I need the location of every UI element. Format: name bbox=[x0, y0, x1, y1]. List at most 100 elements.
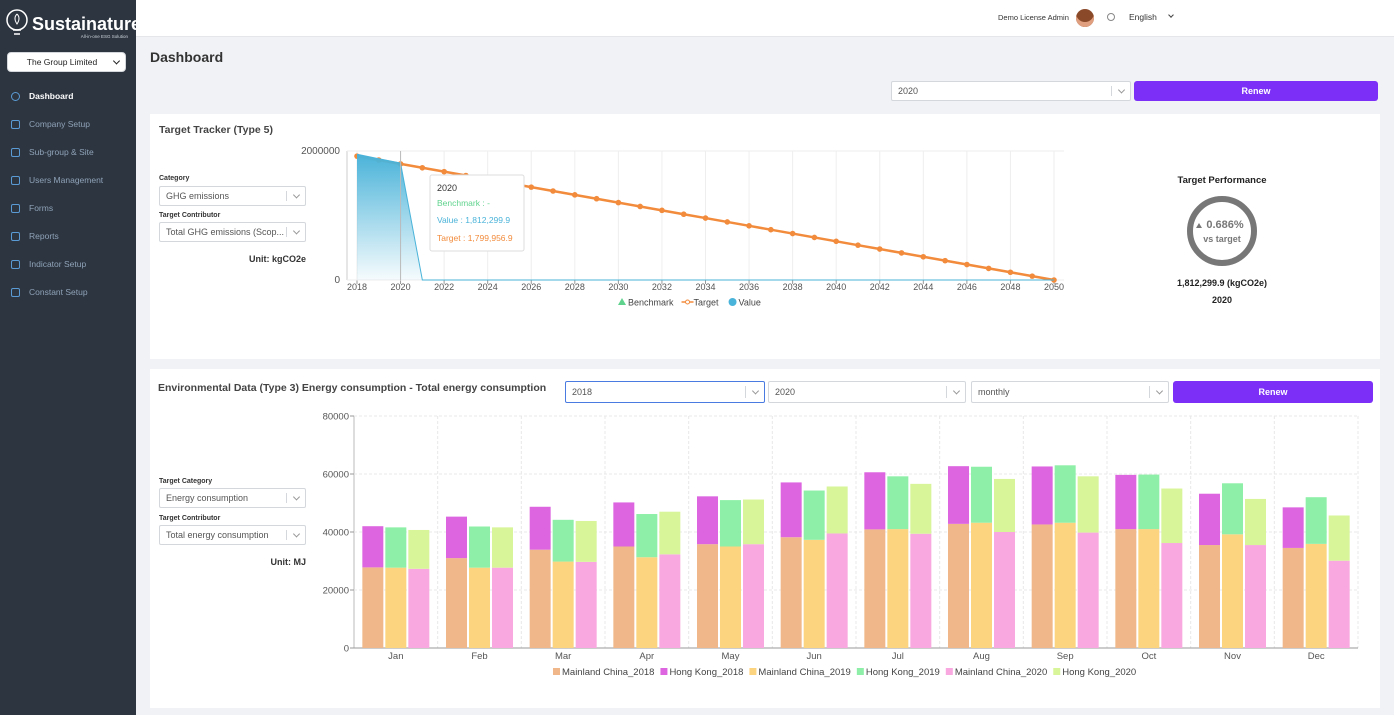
select-value: 2018 bbox=[572, 387, 593, 397]
bar-segment bbox=[1054, 465, 1076, 523]
x-tick-label: Nov bbox=[1224, 651, 1241, 662]
card-title: Environmental Data (Type 3) Energy consu… bbox=[158, 382, 547, 394]
x-tick-label: 2044 bbox=[913, 282, 933, 292]
avatar[interactable] bbox=[1076, 9, 1094, 27]
bar-segment bbox=[529, 506, 551, 550]
renew-button[interactable]: Renew bbox=[1134, 81, 1378, 101]
bar-segment bbox=[826, 486, 848, 534]
x-tick-label: Mar bbox=[555, 651, 571, 662]
bar-segment bbox=[1328, 515, 1350, 561]
bar-segment bbox=[971, 466, 992, 523]
select-value: Total GHG emissions (Scop... bbox=[166, 227, 285, 237]
y-tick-label: 0 bbox=[334, 275, 340, 286]
bar-segment bbox=[1282, 547, 1304, 648]
contributor-select[interactable]: Total energy consumption bbox=[159, 525, 306, 545]
point bbox=[724, 219, 731, 225]
interval-select[interactable]: monthly bbox=[971, 381, 1169, 403]
legend-label: Hong Kong_2020 bbox=[1062, 667, 1136, 678]
bar-segment bbox=[994, 532, 1015, 648]
language[interactable]: English bbox=[1129, 12, 1157, 22]
bar-segment bbox=[1161, 543, 1183, 648]
x-tick-label: 2034 bbox=[695, 282, 715, 292]
point bbox=[768, 226, 774, 233]
divider bbox=[286, 493, 287, 503]
x-tick-label: 2036 bbox=[739, 282, 759, 292]
x-tick-label: 2040 bbox=[826, 282, 846, 292]
select-value: GHG emissions bbox=[166, 191, 230, 201]
x-tick-label: 2024 bbox=[478, 282, 498, 292]
company-select[interactable]: The Group Limited bbox=[7, 52, 126, 72]
bar-segment bbox=[659, 511, 681, 555]
renew-button[interactable]: Renew bbox=[1173, 381, 1373, 403]
x-tick-label: 2048 bbox=[1000, 282, 1020, 292]
nav-item[interactable]: Reports bbox=[0, 227, 136, 247]
nav-label: Reports bbox=[29, 231, 59, 241]
bar-segment bbox=[552, 561, 574, 648]
nav-icon bbox=[11, 92, 20, 101]
legend-label: Value bbox=[739, 298, 761, 308]
point bbox=[1007, 269, 1014, 276]
y-tick-label: 20000 bbox=[323, 586, 349, 597]
legend-swatch bbox=[660, 668, 668, 675]
divider bbox=[286, 530, 287, 540]
from-select[interactable]: 2018 bbox=[565, 381, 765, 403]
up-arrow bbox=[1196, 223, 1202, 228]
field-label: Target Contributor bbox=[159, 515, 221, 522]
bar-segment bbox=[994, 478, 1015, 532]
nav-item[interactable]: Indicator Setup bbox=[0, 255, 136, 275]
nav-item[interactable]: Dashboard bbox=[0, 87, 136, 107]
bar-segment bbox=[575, 561, 597, 648]
point bbox=[964, 261, 970, 268]
nav-item[interactable]: Users Management bbox=[0, 171, 136, 191]
bar-segment bbox=[469, 526, 490, 568]
divider bbox=[286, 227, 287, 237]
bar-segment bbox=[1245, 498, 1266, 546]
select-value: 2020 bbox=[775, 387, 796, 397]
bar-segment bbox=[887, 529, 909, 648]
bar-segment bbox=[1199, 545, 1220, 648]
category-select[interactable]: Energy consumption bbox=[159, 488, 306, 508]
category-select[interactable]: GHG emissions bbox=[159, 186, 306, 206]
bar-segment bbox=[780, 482, 802, 538]
bar-segment bbox=[1138, 529, 1160, 648]
nav-icon bbox=[11, 260, 20, 269]
nav-label: Dashboard bbox=[29, 91, 74, 101]
bar-segment bbox=[529, 549, 551, 648]
x-tick-label: Jul bbox=[892, 651, 904, 662]
bar-segment bbox=[636, 514, 658, 558]
nav-item[interactable]: Constant Setup bbox=[0, 283, 136, 303]
nav-icon bbox=[11, 204, 20, 213]
point bbox=[942, 257, 948, 264]
point bbox=[876, 246, 883, 252]
tooltip-title: 2020 bbox=[437, 183, 457, 193]
nav-label: Forms bbox=[29, 203, 54, 213]
divider bbox=[286, 191, 287, 201]
legend-swatch bbox=[749, 668, 757, 675]
x-tick-label: Apr bbox=[639, 651, 654, 662]
bar-segment bbox=[864, 529, 886, 648]
brand: Sustainature bbox=[32, 14, 142, 34]
nav-item[interactable]: Forms bbox=[0, 199, 136, 219]
x-tick-label: 2032 bbox=[652, 282, 672, 292]
user-name: Demo License Admin bbox=[998, 13, 1069, 22]
bar-segment bbox=[697, 544, 718, 648]
tooltip bbox=[429, 174, 525, 252]
bar-segment bbox=[971, 522, 992, 648]
point bbox=[441, 168, 447, 175]
page-title: Dashboard bbox=[150, 49, 224, 65]
year-select[interactable]: 2020 bbox=[891, 81, 1131, 101]
bar-segment bbox=[1054, 522, 1076, 648]
bar-segment bbox=[492, 527, 513, 568]
nav-item[interactable]: Sub-group & Site bbox=[0, 143, 136, 163]
to-select[interactable]: 2020 bbox=[768, 381, 966, 403]
point bbox=[920, 253, 927, 260]
bar-segment bbox=[575, 520, 597, 562]
point bbox=[855, 242, 861, 248]
bar-segment bbox=[1077, 476, 1099, 533]
bar-segment bbox=[864, 472, 886, 530]
bar-segment bbox=[743, 544, 764, 648]
bar-segment bbox=[385, 527, 407, 568]
bar-segment bbox=[1077, 532, 1099, 648]
contributor-select[interactable]: Total GHG emissions (Scop... bbox=[159, 222, 306, 242]
nav-item[interactable]: Company Setup bbox=[0, 115, 136, 135]
